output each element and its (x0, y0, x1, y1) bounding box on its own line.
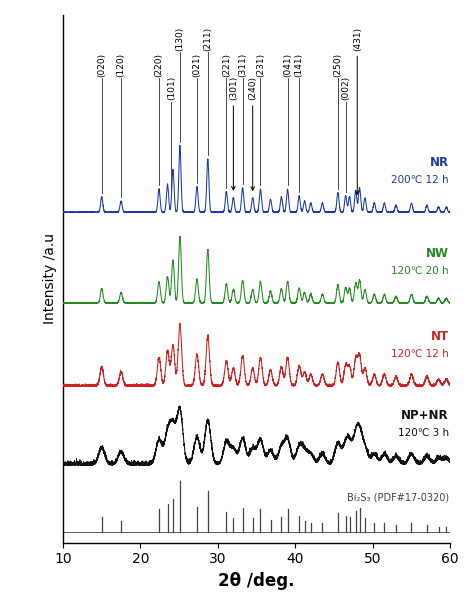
Text: (101): (101) (167, 76, 176, 100)
Text: 200℃ 12 h: 200℃ 12 h (391, 175, 448, 185)
Text: (311): (311) (238, 53, 247, 77)
Text: (301): (301) (229, 76, 238, 190)
Text: NT: NT (430, 330, 448, 343)
Text: Bi₂S₃ (PDF#17-0320): Bi₂S₃ (PDF#17-0320) (346, 492, 448, 502)
Text: 120℃ 3 h: 120℃ 3 h (398, 428, 448, 437)
Text: (250): (250) (333, 53, 342, 77)
Text: (221): (221) (222, 53, 231, 77)
Text: 120℃ 20 h: 120℃ 20 h (391, 266, 448, 276)
Text: (021): (021) (192, 53, 201, 77)
Text: NR: NR (429, 156, 448, 169)
Text: (002): (002) (341, 76, 350, 100)
Text: 120℃ 12 h: 120℃ 12 h (391, 348, 448, 359)
Text: NP+NR: NP+NR (401, 409, 448, 422)
Text: (120): (120) (117, 53, 126, 77)
Text: (231): (231) (256, 53, 265, 77)
Text: (141): (141) (295, 53, 304, 77)
Y-axis label: Intensity /a.u: Intensity /a.u (44, 234, 57, 324)
X-axis label: 2θ /deg.: 2θ /deg. (219, 572, 295, 590)
Text: (130): (130) (175, 26, 184, 51)
Text: (020): (020) (97, 53, 106, 77)
Text: (220): (220) (155, 53, 164, 77)
Text: (431): (431) (353, 27, 362, 194)
Text: (211): (211) (203, 27, 212, 51)
Text: (041): (041) (283, 53, 292, 77)
Text: (240): (240) (248, 76, 257, 190)
Text: NW: NW (426, 247, 448, 260)
